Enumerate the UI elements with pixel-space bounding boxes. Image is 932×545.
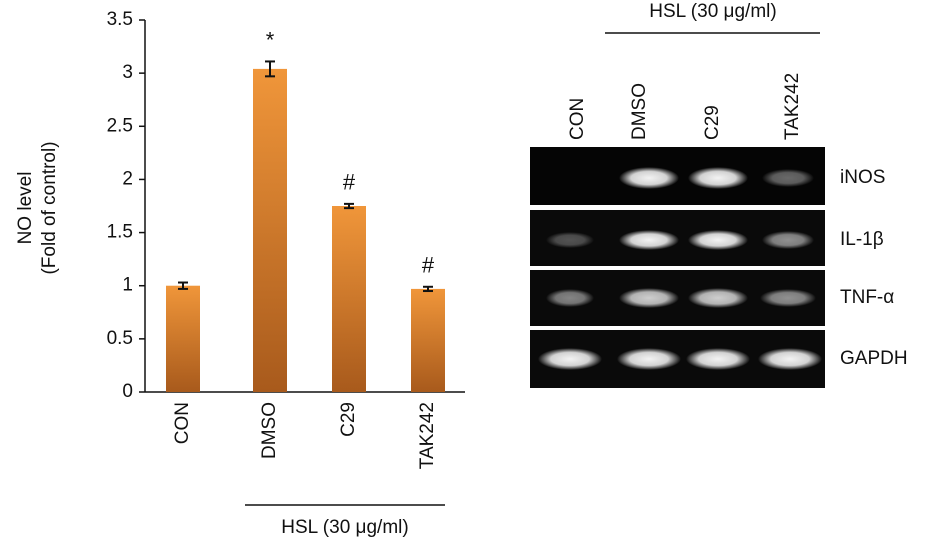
x-tick-label: TAK242 [417, 402, 438, 469]
y-tick-label: 2.5 [107, 115, 133, 136]
band [686, 348, 750, 370]
error-bar [178, 281, 188, 290]
band [619, 167, 679, 189]
error-bar [344, 202, 354, 210]
lane-label: DMSO [629, 83, 650, 140]
y-tick-label: 2 [122, 168, 133, 189]
lane-label: C29 [702, 105, 723, 140]
y-tick-label: 3.5 [107, 9, 133, 30]
band-label: TNF-α [840, 287, 894, 308]
bar [332, 206, 366, 392]
group-label: HSL (30 μg/ml) [281, 517, 408, 538]
band [688, 230, 748, 250]
y-axis-label: (Fold of control) [39, 141, 60, 274]
band [617, 348, 681, 370]
y-tick-label: 0 [122, 381, 133, 402]
bar [411, 288, 445, 392]
band-label: GAPDH [840, 348, 908, 369]
band [688, 288, 748, 308]
group-label: HSL (30 μg/ml) [649, 1, 776, 22]
y-axis-label: NO level [15, 172, 36, 245]
gel-panel: HSL (30 μg/ml) CON DMSO C29 TAK242 iNOS … [530, 1, 908, 388]
y-tick-label: 1 [122, 275, 133, 296]
band [762, 231, 814, 249]
error-bar [265, 60, 275, 78]
x-tick-label: DMSO [259, 402, 280, 459]
bar [253, 68, 287, 393]
lane-label: TAK242 [782, 73, 803, 140]
band [619, 230, 679, 250]
y-tick-label: 3 [122, 62, 133, 83]
annotation: # [343, 170, 356, 195]
band [762, 169, 814, 187]
lane-label: CON [567, 98, 588, 140]
band [538, 348, 602, 370]
x-tick-label: CON [172, 402, 193, 444]
annotation: # [422, 253, 435, 278]
band-label: IL-1β [840, 229, 884, 250]
band [546, 289, 594, 307]
band [760, 289, 816, 307]
band-label: iNOS [840, 167, 885, 188]
band [688, 167, 748, 189]
annotation: * [266, 27, 275, 52]
band [619, 288, 679, 308]
band [546, 232, 594, 248]
error-bar [423, 285, 433, 293]
y-tick-label: 0.5 [107, 328, 133, 349]
x-tick-label: C29 [338, 402, 359, 437]
bar [166, 285, 200, 392]
band [758, 348, 822, 370]
y-tick-label: 1.5 [107, 222, 133, 243]
